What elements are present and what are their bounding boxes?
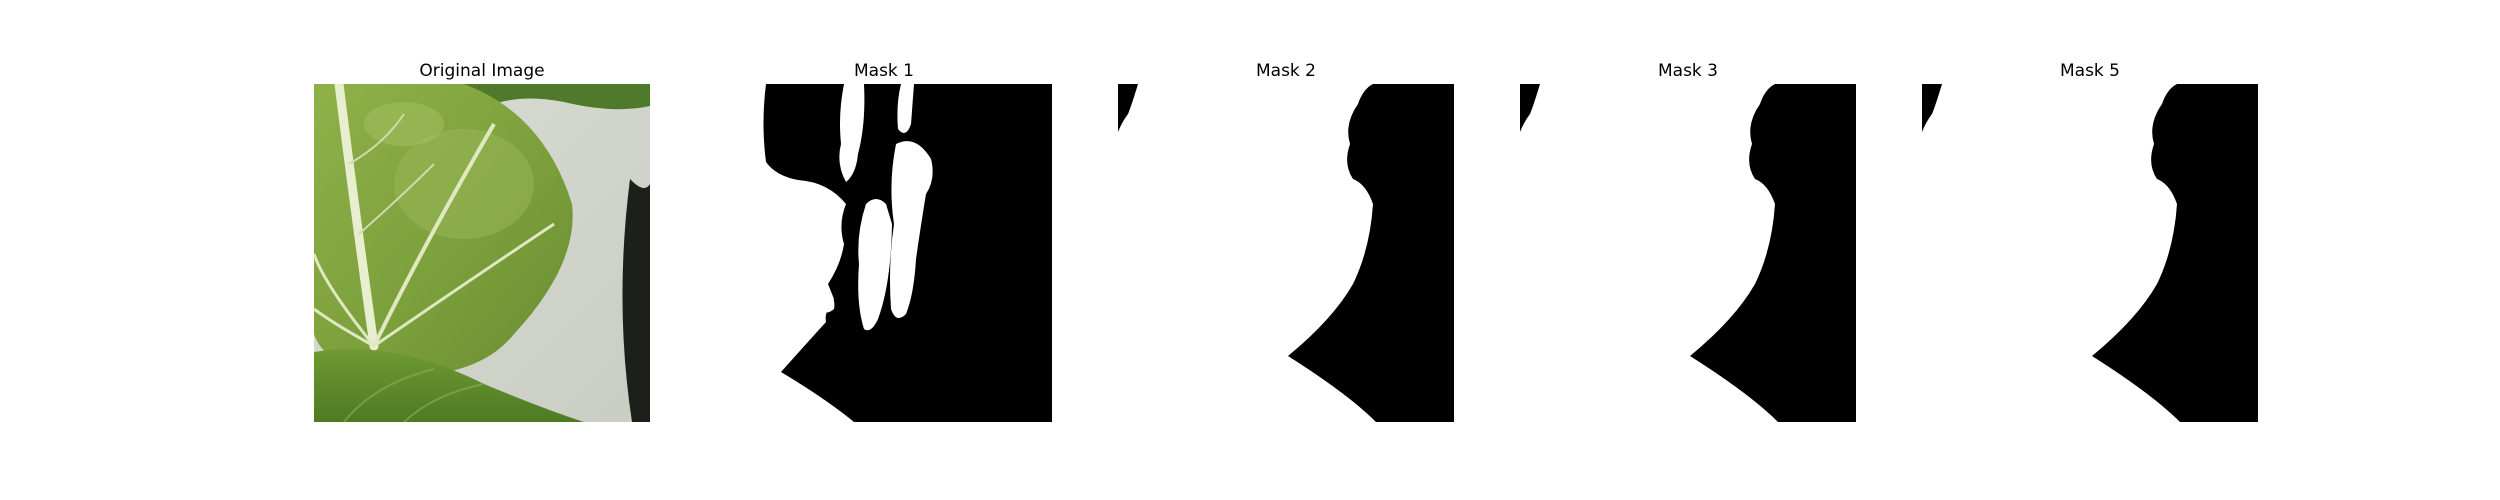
original-image [314, 84, 650, 422]
panel-title: Original Image [419, 61, 545, 81]
panel-title: Mask 3 [1657, 61, 1718, 81]
panel-title: Mask 2 [1255, 61, 1316, 81]
mask-image [716, 84, 1052, 422]
panel-mask-1: Mask 1 [716, 0, 1052, 500]
panel-original-image: Original Image [314, 0, 650, 500]
panel-title: Mask 5 [2059, 61, 2120, 81]
panel-mask-3: Mask 3 [1520, 0, 1856, 500]
panel-mask-2: Mask 2 [1118, 0, 1454, 500]
mask-image [1922, 84, 2258, 422]
panel-title: Mask 1 [853, 61, 914, 81]
panel-mask-5: Mask 5 [1922, 0, 2258, 500]
mask-image [1118, 84, 1454, 422]
mask-image [1520, 84, 1856, 422]
